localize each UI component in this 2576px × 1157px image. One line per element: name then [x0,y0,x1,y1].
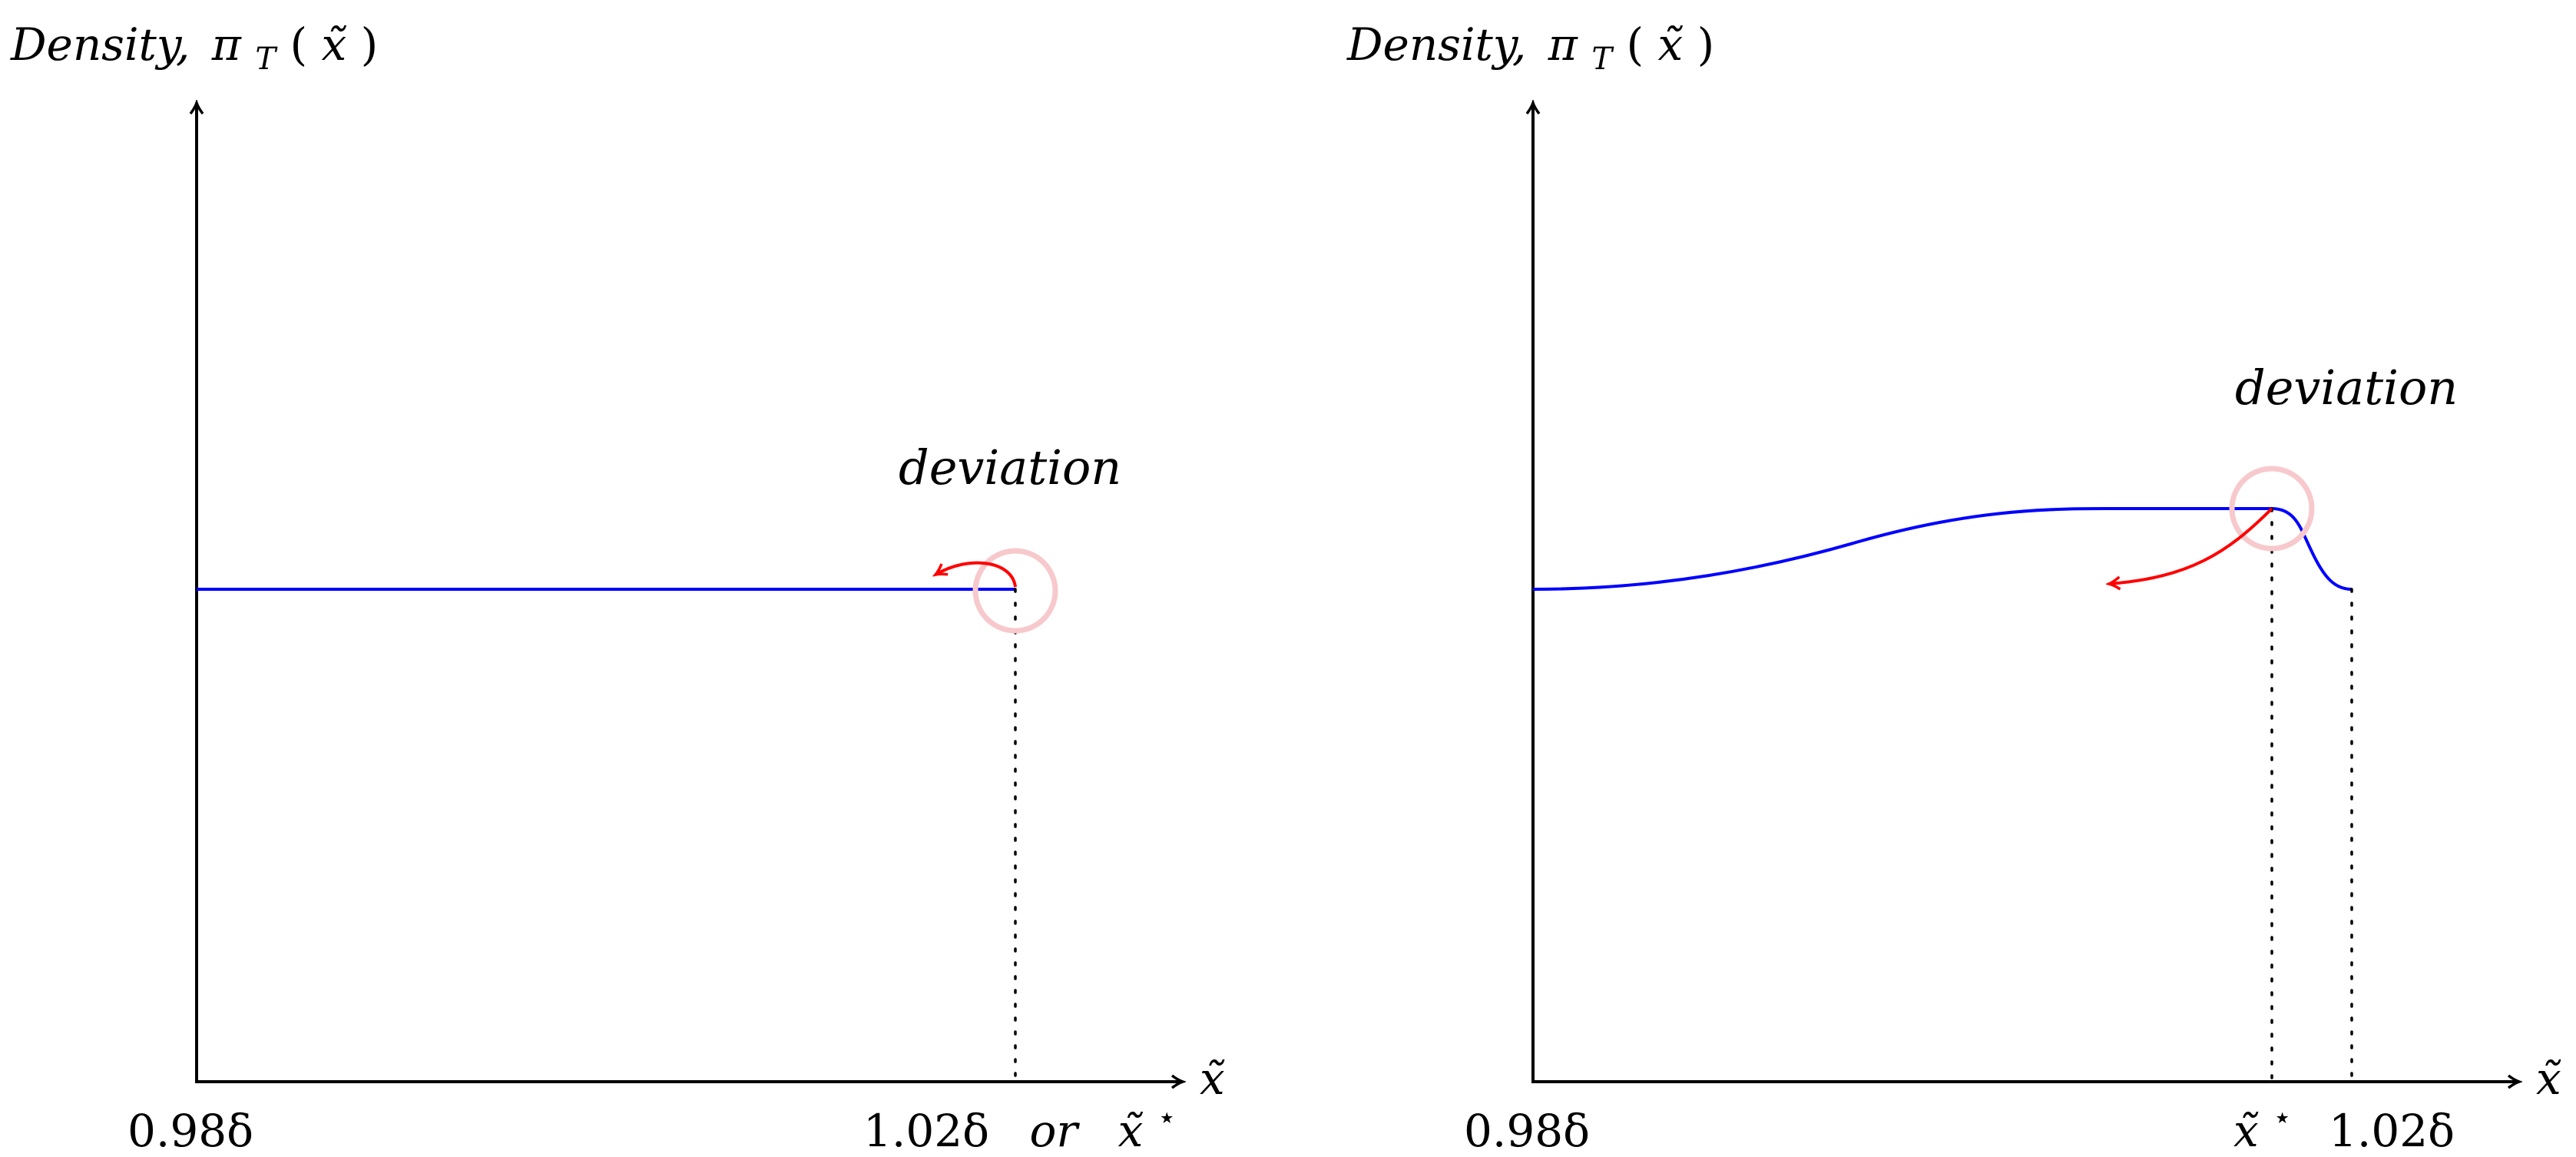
right-x-tick-star-sym: ⋆ [2273,1100,2292,1135]
right-x-tick-star: x̃ ⋆ [2233,1100,2292,1157]
right-y-axis-pi: π [1548,18,1578,71]
right-x-axis-label: x̃ [2536,1053,2561,1105]
left-x-axis-label: x̃ [1200,1053,1225,1105]
left-y-axis-pi: π [211,18,242,71]
right-y-axis-sub: T [1591,41,1614,77]
left-deviation-arrow [935,561,1017,588]
right-x-tick-end: 1.02δ [2329,1105,2455,1157]
left-y-axis-sub: T [255,41,278,77]
right-density-curve [1532,507,2353,591]
left-x-tick-end-star: ⋆ [1157,1100,1177,1135]
right-y-axis-label: Density, π T ( x̃ ) [1346,18,1714,80]
right-y-axis-word: Density, [1346,18,1526,71]
left-x-tick-end-joiner: or [1030,1105,1081,1157]
left-panel: Density, π T ( x̃ ) deviation 0.98δ 1.02… [10,18,1225,1157]
right-y-axis-close: ) [1697,18,1715,71]
left-x-tick-end-value: 1.02δ [863,1105,989,1157]
left-y-axis-word: Density, [10,18,190,71]
left-x-tick-end-var: x̃ [1118,1105,1144,1157]
left-highlight-circle [972,548,1058,634]
left-deviation-label: deviation [899,439,1121,496]
right-x-tick-star-var: x̃ [2233,1105,2259,1157]
right-x-tick-start: 0.98δ [1464,1105,1590,1157]
right-deviation-arrow [2109,507,2273,584]
right-panel: Density, π T ( x̃ ) deviation 0.98δ x̃ ⋆… [1346,18,2561,1157]
left-y-axis-close: ) [361,18,379,71]
left-y-axis-var: x̃ [322,18,347,71]
left-x-tick-end: 1.02δ or x̃ ⋆ [863,1100,1177,1157]
right-highlight-circle [2229,466,2315,552]
right-y-axis-var: x̃ [1658,18,1684,71]
right-y-axis-open: ( [1626,18,1644,71]
right-deviation-label: deviation [2235,360,2458,416]
left-x-tick-start: 0.98δ [127,1105,253,1157]
left-y-axis-label: Density, π T ( x̃ ) [10,18,378,80]
left-y-axis-open: ( [290,18,307,71]
